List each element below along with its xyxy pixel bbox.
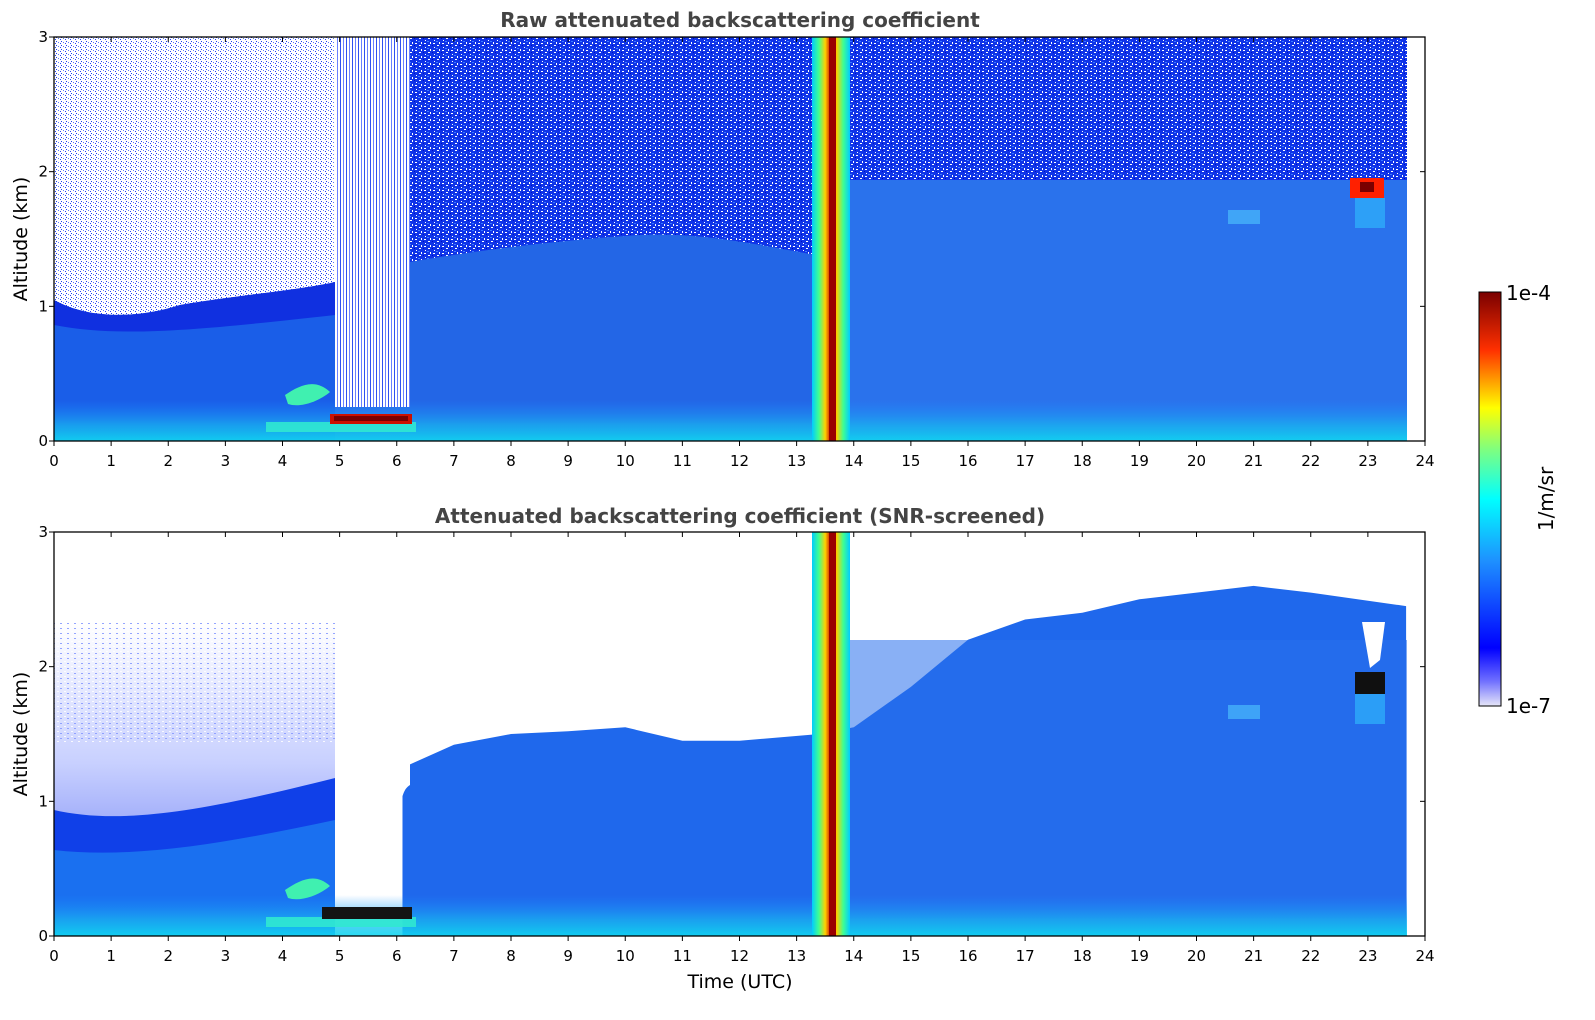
colorbar-max-label: 1e-4 [1506, 281, 1551, 305]
top-ylabel: Altitude (km) [10, 177, 32, 302]
top-x-tick-label: 6 [392, 452, 402, 470]
colorbar-unit-label: 1/m/sr [1534, 466, 1558, 531]
bottom-x-tick-label: 19 [1130, 947, 1149, 965]
bottom-x-tick-label: 13 [787, 947, 806, 965]
bottom-x-tick-label: 15 [901, 947, 920, 965]
top-x-tick-label: 12 [730, 452, 749, 470]
top-heatmap [54, 37, 1407, 441]
bottom-x-tick-label: 5 [335, 947, 345, 965]
top-x-tick-label: 15 [901, 452, 920, 470]
bottom-x-tick-label: 3 [221, 947, 231, 965]
top-x-tick-label: 7 [449, 452, 459, 470]
top-x-tick-label: 4 [278, 452, 288, 470]
top-x-tick-label: 1 [106, 452, 116, 470]
bottom-x-tick-label: 6 [392, 947, 402, 965]
top-x-tick-label: 2 [163, 452, 173, 470]
bottom-x-tick-label: 17 [1016, 947, 1035, 965]
bottom-ylabel: Altitude (km) [10, 672, 32, 797]
top-x-tick-label: 19 [1130, 452, 1149, 470]
top-x-tick-label: 5 [335, 452, 345, 470]
bottom-x-ticks: 0 1 2 3 4 5 6 7 8 9 10 11 12 13 14 15 16 17 18 19 20 21 22 23 24 [49, 532, 1435, 965]
top-panel-title: Raw attenuated backscattering coefficien… [500, 8, 980, 32]
bottom-x-tick-label: 20 [1187, 947, 1206, 965]
top-x-tick-label: 24 [1415, 452, 1434, 470]
top-x-ticks: 0 1 2 3 4 5 6 7 8 9 10 11 12 13 14 15 16 17 18 19 20 21 22 23 24 [49, 37, 1435, 470]
top-x-tick-label: 17 [1016, 452, 1035, 470]
top-x-tick-label: 0 [49, 452, 59, 470]
top-x-tick-label: 8 [506, 452, 516, 470]
bottom-panel-title: Attenuated backscattering coefficient (S… [435, 504, 1045, 528]
bottom-x-tick-label: 1 [106, 947, 116, 965]
bottom-x-tick-label: 12 [730, 947, 749, 965]
top-x-tick-label: 9 [563, 452, 573, 470]
bottom-x-tick-label: 14 [844, 947, 863, 965]
bottom-x-tick-label: 7 [449, 947, 459, 965]
bottom-x-tick-label: 0 [49, 947, 59, 965]
bottom-x-tick-label: 2 [163, 947, 173, 965]
top-y-ticks: 0 1 2 3 [38, 28, 1425, 450]
top-x-tick-label: 3 [221, 452, 231, 470]
top-y-tick-label: 1 [38, 297, 48, 315]
top-x-tick-label: 14 [844, 452, 863, 470]
bottom-y-tick-label: 1 [38, 792, 48, 810]
bottom-x-tick-label: 16 [958, 947, 977, 965]
colorbar: 1e-4 1e-7 1/m/sr [1478, 281, 1558, 718]
bottom-y-tick-label: 2 [38, 658, 48, 676]
top-x-tick-label: 10 [616, 452, 635, 470]
bottom-heatmap [54, 532, 1425, 936]
bottom-y-tick-label: 3 [38, 523, 48, 541]
bottom-x-tick-label: 24 [1415, 947, 1434, 965]
colorbar-gradient [1478, 291, 1502, 707]
top-x-tick-label: 23 [1358, 452, 1377, 470]
bottom-x-tick-label: 8 [506, 947, 516, 965]
top-x-tick-label: 21 [1244, 452, 1263, 470]
bottom-xlabel: Time (UTC) [686, 971, 792, 993]
bottom-x-tick-label: 4 [278, 947, 288, 965]
bottom-x-tick-label: 21 [1244, 947, 1263, 965]
bottom-x-tick-label: 10 [616, 947, 635, 965]
colorbar-min-label: 1e-7 [1506, 694, 1551, 718]
bottom-y-tick-label: 0 [38, 927, 48, 945]
bottom-panel: Attenuated backscattering coefficient (S… [10, 504, 1435, 993]
bottom-x-tick-label: 11 [673, 947, 692, 965]
bottom-x-tick-label: 22 [1301, 947, 1320, 965]
top-x-tick-label: 18 [1073, 452, 1092, 470]
top-x-tick-label: 20 [1187, 452, 1206, 470]
top-x-tick-label: 16 [958, 452, 977, 470]
top-y-tick-label: 2 [38, 163, 48, 181]
bottom-y-ticks: 0 1 2 3 [38, 523, 1425, 945]
top-x-tick-label: 13 [787, 452, 806, 470]
bottom-x-tick-label: 9 [563, 947, 573, 965]
top-x-tick-label: 22 [1301, 452, 1320, 470]
bottom-x-tick-label: 18 [1073, 947, 1092, 965]
top-y-tick-label: 3 [38, 28, 48, 46]
bottom-x-tick-label: 23 [1358, 947, 1377, 965]
top-panel: Raw attenuated backscattering coefficien… [10, 8, 1435, 470]
top-x-tick-label: 11 [673, 452, 692, 470]
top-y-tick-label: 0 [38, 432, 48, 450]
